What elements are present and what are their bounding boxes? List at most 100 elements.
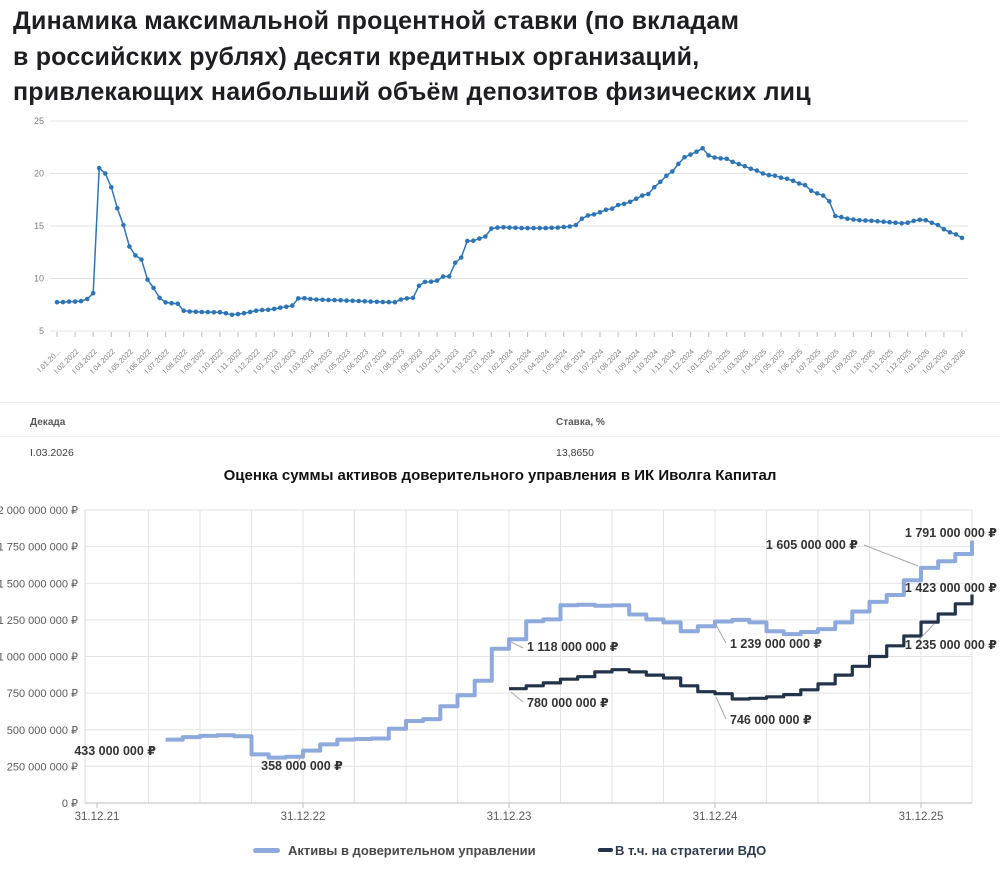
rate-point	[133, 253, 138, 258]
rate-point	[820, 193, 826, 198]
rate-point	[392, 299, 398, 305]
rate-point	[827, 199, 832, 204]
rate-point	[802, 182, 808, 188]
rate-point	[284, 304, 289, 310]
rate-point	[398, 297, 404, 302]
rate-table-divider	[0, 436, 1000, 437]
rate-point	[374, 299, 380, 305]
rate-point	[296, 296, 301, 301]
assets-chart-legend: Активы в доверительном управлении В т.ч.…	[0, 840, 1000, 864]
rate-point	[633, 196, 639, 201]
rate-point	[923, 217, 929, 223]
x-tick-label: 31.12.24	[693, 811, 738, 823]
rate-point	[72, 299, 78, 304]
assets-chart: 0 ₽ 250 000 000 ₽ 500 000 000 ₽ 750 000 000…	[0, 505, 997, 823]
rate-point	[863, 218, 868, 223]
rate-point	[314, 297, 319, 302]
y-tick-label: 1 750 000 000 ₽	[0, 542, 78, 554]
max-rate-chart: 510152025I.01.20...I.02.2022I.03.2022I.0…	[34, 116, 968, 376]
rate-point	[452, 260, 458, 266]
rate-point	[519, 225, 524, 231]
y-tick-label: 2 000 000 000 ₽	[0, 505, 78, 517]
rate-point	[670, 169, 675, 174]
rate-point	[477, 236, 482, 241]
annotation-label: 1 605 000 000 ₽	[766, 538, 858, 552]
rate-point	[839, 214, 844, 220]
annotation-label: 1 235 000 000 ₽	[905, 638, 997, 652]
rate-point	[555, 225, 561, 230]
y-tick-label: 250 000 000 ₽	[7, 761, 78, 773]
rate-point	[603, 207, 609, 212]
rate-point	[259, 307, 265, 313]
rate-point	[772, 173, 778, 178]
rate-point	[748, 166, 754, 172]
rate-point	[814, 191, 820, 196]
rate-point	[579, 216, 585, 221]
rate-point	[386, 299, 392, 305]
rate-point	[851, 217, 856, 222]
x-tick-label: 31.12.25	[899, 811, 944, 823]
rate-point	[543, 225, 548, 231]
rate-point	[428, 279, 434, 284]
y-tick-label: 1 250 000 000 ₽	[0, 615, 78, 627]
rate-point	[199, 309, 205, 315]
rate-point	[205, 309, 211, 315]
rate-point	[362, 299, 368, 304]
rate-point	[78, 298, 84, 304]
rate-point	[344, 298, 349, 303]
rate-point	[664, 173, 669, 179]
rate-point	[96, 165, 102, 171]
rate-point	[121, 222, 126, 228]
rate-point	[905, 220, 910, 225]
annotation-leader	[715, 624, 727, 644]
x-tick-label: 31.12.23	[487, 811, 532, 823]
annotation-leader	[510, 691, 524, 703]
y-tick-label: 20	[34, 169, 44, 179]
rate-point	[151, 285, 156, 291]
y-tick-label: 1 000 000 000 ₽	[0, 652, 78, 664]
rate-point	[235, 311, 241, 317]
rate-point	[585, 213, 591, 218]
rate-point	[440, 274, 446, 279]
annotation-leader	[915, 623, 935, 644]
rate-point	[380, 299, 386, 305]
rate-table-header-decade: Декада	[30, 417, 66, 428]
annotation-leader	[715, 696, 727, 720]
rate-point	[694, 149, 699, 154]
rate-point	[833, 213, 838, 219]
rate-point	[676, 161, 681, 167]
y-tick-label: 25	[34, 116, 44, 126]
rate-point	[410, 295, 416, 301]
rate-point	[277, 305, 283, 310]
rate-point	[700, 146, 705, 151]
rate-point	[54, 299, 60, 305]
rate-point	[338, 298, 343, 303]
rate-point	[531, 225, 536, 231]
rate-table-header-rate: Ставка, %	[556, 417, 605, 428]
annotation-label: 1 118 000 000 ₽	[527, 640, 619, 654]
rate-point	[175, 301, 180, 306]
rate-point	[778, 175, 784, 180]
rate-point	[368, 299, 374, 304]
legend-label-assets: Активы в доверительном управлении	[288, 842, 536, 858]
rate-point	[754, 168, 760, 173]
rate-point	[760, 171, 766, 176]
rate-point	[597, 210, 603, 215]
rate-point	[169, 300, 174, 306]
rate-point	[899, 221, 904, 226]
rate-point	[326, 297, 331, 303]
rate-point	[90, 290, 96, 296]
rate-point	[730, 159, 735, 165]
annotation-label: 780 000 000 ₽	[527, 696, 609, 710]
x-tick-label: 31.12.21	[75, 811, 120, 823]
rate-point	[537, 225, 542, 231]
rate-point	[187, 309, 192, 314]
rate-point	[682, 154, 687, 160]
rate-point	[139, 257, 144, 262]
y-tick-label: 1 500 000 000 ₽	[0, 578, 78, 590]
rate-point	[796, 181, 802, 186]
rate-point	[766, 172, 772, 178]
rate-point	[66, 299, 72, 304]
rate-point	[808, 188, 814, 194]
